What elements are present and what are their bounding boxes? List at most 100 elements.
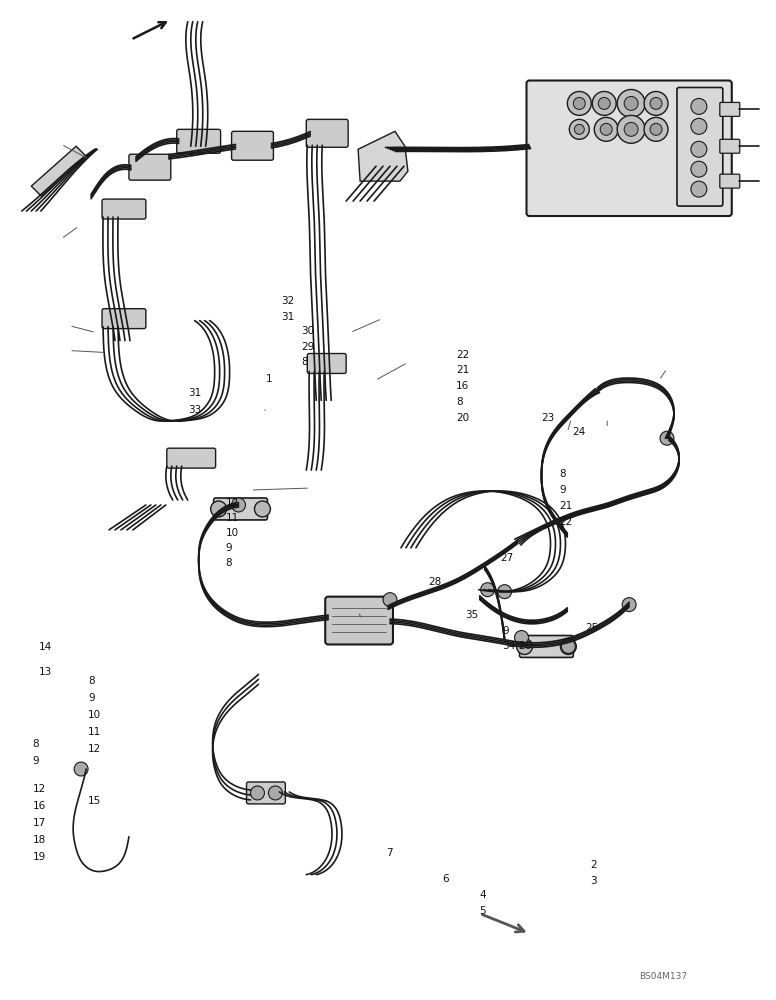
- Circle shape: [691, 181, 707, 197]
- FancyBboxPatch shape: [177, 129, 220, 153]
- Text: 12: 12: [88, 744, 101, 754]
- Text: 8: 8: [559, 469, 566, 479]
- FancyBboxPatch shape: [167, 448, 216, 468]
- Text: 8: 8: [226, 558, 232, 568]
- Circle shape: [624, 122, 638, 136]
- FancyBboxPatch shape: [307, 354, 346, 373]
- Text: 3: 3: [591, 876, 598, 886]
- Circle shape: [517, 639, 532, 654]
- Polygon shape: [31, 146, 86, 196]
- Circle shape: [570, 119, 589, 139]
- Text: 8: 8: [456, 397, 462, 407]
- FancyBboxPatch shape: [213, 498, 268, 520]
- Text: 11: 11: [226, 513, 239, 523]
- Text: 6: 6: [442, 874, 449, 884]
- Text: 14: 14: [39, 642, 52, 652]
- Text: 18: 18: [33, 835, 46, 845]
- Circle shape: [598, 97, 610, 109]
- Text: 28: 28: [428, 577, 442, 587]
- FancyBboxPatch shape: [526, 81, 732, 216]
- Circle shape: [514, 631, 528, 644]
- Text: 24: 24: [572, 427, 585, 437]
- FancyBboxPatch shape: [720, 102, 740, 116]
- Circle shape: [650, 97, 662, 109]
- Text: 8: 8: [88, 676, 95, 686]
- Circle shape: [691, 141, 707, 157]
- Text: 33: 33: [189, 405, 202, 415]
- Text: 22: 22: [456, 350, 469, 360]
- Circle shape: [573, 97, 585, 109]
- Text: 31: 31: [281, 312, 295, 322]
- Circle shape: [268, 786, 282, 800]
- Circle shape: [480, 583, 494, 597]
- Circle shape: [691, 98, 707, 114]
- Circle shape: [594, 117, 618, 141]
- Text: 34: 34: [502, 641, 516, 651]
- Text: 9: 9: [559, 485, 566, 495]
- Circle shape: [383, 593, 397, 607]
- Text: 35: 35: [466, 610, 479, 620]
- Circle shape: [644, 91, 668, 115]
- Circle shape: [624, 96, 638, 110]
- FancyBboxPatch shape: [231, 131, 273, 160]
- FancyBboxPatch shape: [519, 636, 573, 657]
- Text: 12: 12: [33, 784, 46, 794]
- Circle shape: [592, 91, 616, 115]
- Circle shape: [560, 639, 577, 654]
- Text: 16: 16: [456, 381, 469, 391]
- Text: 32: 32: [281, 296, 295, 306]
- FancyBboxPatch shape: [102, 309, 146, 329]
- Text: 22: 22: [559, 517, 573, 527]
- Circle shape: [691, 161, 707, 177]
- Text: BS04M137: BS04M137: [639, 972, 688, 981]
- FancyBboxPatch shape: [102, 199, 146, 219]
- Text: 20: 20: [456, 413, 469, 423]
- Text: 17: 17: [33, 818, 46, 828]
- FancyBboxPatch shape: [247, 782, 286, 804]
- Text: 16: 16: [33, 801, 46, 811]
- Circle shape: [622, 598, 636, 612]
- Text: 10: 10: [88, 710, 101, 720]
- Text: 9: 9: [502, 626, 509, 636]
- Text: 9: 9: [33, 756, 39, 766]
- FancyBboxPatch shape: [325, 597, 393, 644]
- Circle shape: [231, 498, 245, 512]
- Circle shape: [574, 124, 584, 134]
- Text: 9: 9: [88, 693, 95, 703]
- FancyBboxPatch shape: [677, 87, 722, 206]
- Circle shape: [567, 91, 591, 115]
- Text: 8: 8: [301, 357, 308, 367]
- Circle shape: [255, 501, 270, 517]
- Text: 15: 15: [88, 796, 101, 806]
- Circle shape: [644, 117, 668, 141]
- Circle shape: [617, 89, 645, 117]
- Text: 31: 31: [189, 388, 202, 398]
- Text: 4: 4: [480, 890, 486, 900]
- Circle shape: [660, 431, 674, 445]
- Circle shape: [210, 501, 227, 517]
- Text: 8: 8: [33, 739, 39, 749]
- Text: 11: 11: [88, 727, 101, 737]
- Text: 10: 10: [226, 528, 239, 538]
- FancyBboxPatch shape: [129, 154, 171, 180]
- Circle shape: [561, 639, 575, 653]
- Text: 9: 9: [226, 543, 232, 553]
- Text: 5: 5: [480, 906, 486, 916]
- Text: 29: 29: [301, 342, 314, 352]
- Circle shape: [601, 123, 612, 135]
- Circle shape: [74, 762, 88, 776]
- Text: 26: 26: [518, 641, 531, 651]
- Text: 2: 2: [591, 860, 598, 870]
- Text: 1: 1: [266, 374, 272, 384]
- Text: 21: 21: [456, 365, 469, 375]
- Circle shape: [617, 115, 645, 143]
- Text: 19: 19: [33, 852, 46, 862]
- FancyBboxPatch shape: [307, 119, 348, 147]
- Polygon shape: [358, 131, 408, 181]
- FancyBboxPatch shape: [720, 139, 740, 153]
- Text: 12: 12: [226, 498, 239, 508]
- Text: 30: 30: [301, 326, 314, 336]
- Text: 13: 13: [39, 667, 52, 677]
- Text: 25: 25: [585, 623, 598, 633]
- Text: 27: 27: [500, 553, 514, 563]
